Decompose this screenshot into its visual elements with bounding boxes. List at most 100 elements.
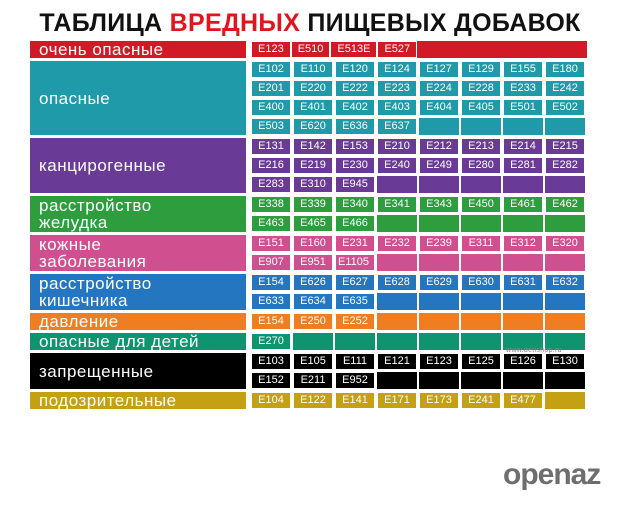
additive-code: E339 <box>293 196 333 213</box>
additive-code: E450 <box>461 196 501 213</box>
additive-code: E213 <box>461 138 501 155</box>
additive-code: E123 <box>419 353 459 370</box>
empty-cell <box>419 176 459 193</box>
category-label-line: заболевания <box>39 252 147 271</box>
category-row-very-dangerous: очень опасные E123 E510 E513E E527 <box>30 41 587 58</box>
title-part1: ТАБЛИЦА <box>39 9 170 37</box>
empty-cell <box>377 333 417 350</box>
additive-code: E952 <box>335 372 375 389</box>
category-label: опасные <box>30 61 246 135</box>
category-label: запрещенные <box>30 353 246 389</box>
additive-code: E461 <box>503 196 543 213</box>
category-label-line: кожные <box>39 235 102 254</box>
additive-code: E627 <box>335 274 375 291</box>
additive-code: E224 <box>419 80 459 97</box>
category-row-skin: кожные заболевания E151 E160 E231 E232 E239 E31… <box>30 235 587 271</box>
additive-code: E635 <box>335 293 375 310</box>
additive-code: E250 <box>293 313 333 330</box>
additive-code: E153 <box>335 138 375 155</box>
additive-code: E130 <box>545 353 585 370</box>
additive-code: E214 <box>503 138 543 155</box>
empty-cell <box>503 293 543 310</box>
category-label: очень опасные <box>30 41 246 58</box>
additive-code: E223 <box>377 80 417 97</box>
additive-code: E280 <box>461 157 501 174</box>
empty-cell <box>419 333 459 350</box>
additive-cells: E151 E160 E231 E232 E239 E311 E312 E320 E907 E951… <box>251 235 587 271</box>
empty-cell <box>545 333 585 350</box>
additive-code: E231 <box>335 235 375 252</box>
additive-code: E400 <box>251 99 291 116</box>
additive-code: E212 <box>419 138 459 155</box>
additive-code: E283 <box>251 176 291 193</box>
additive-code: E122 <box>293 392 333 409</box>
additive-code: E270 <box>251 333 291 350</box>
brand-logo: openaz <box>503 458 601 491</box>
empty-cell <box>503 372 543 389</box>
additive-code: E340 <box>335 196 375 213</box>
empty-cell <box>503 176 543 193</box>
additive-code: E180 <box>545 61 585 78</box>
additive-code: E233 <box>503 80 543 97</box>
empty-cell <box>545 313 585 330</box>
additive-code: E341 <box>377 196 417 213</box>
additive-cells: E131 E142 E153 E210 E212 E213 E214 E215 E216 E219… <box>251 138 587 193</box>
additive-code: E310 <box>293 176 333 193</box>
empty-cell <box>461 215 501 232</box>
additive-row: E152 E211 E952 <box>251 372 587 389</box>
additive-code: E222 <box>335 80 375 97</box>
additive-cells: E103 E105 E111 E121 E123 E125 E126 E130 E152 E211… <box>251 353 587 389</box>
additive-code: E210 <box>377 138 417 155</box>
additive-row: E104 E122 E141 E171 E173 E241 E477 <box>251 392 587 409</box>
additive-code: E111 <box>335 353 375 370</box>
additive-code: E252 <box>335 313 375 330</box>
empty-cell <box>503 215 543 232</box>
additive-code: E151 <box>251 235 291 252</box>
category-label-line: запрещенные <box>39 361 154 381</box>
additive-code: E513E <box>330 41 378 58</box>
additive-code: E127 <box>419 61 459 78</box>
additive-code: E211 <box>293 372 333 389</box>
additive-code: E141 <box>335 392 375 409</box>
empty-cell <box>377 372 417 389</box>
additive-code: E907 <box>251 254 291 271</box>
additive-code: E230 <box>335 157 375 174</box>
additive-code: E232 <box>377 235 417 252</box>
additive-cells: E104 E122 E141 E171 E173 E241 E477 <box>251 392 587 409</box>
additive-code: E312 <box>503 235 543 252</box>
additive-code: E216 <box>251 157 291 174</box>
additive-code: E102 <box>251 61 291 78</box>
additive-code: E160 <box>293 235 333 252</box>
additive-row: E131 E142 E153 E210 E212 E213 E214 E215 <box>251 138 587 155</box>
title-part2: ПИЩЕВЫХ ДОБАВОК <box>300 9 581 37</box>
category-label: расстройство желудка <box>30 196 246 232</box>
additive-code: E124 <box>377 61 417 78</box>
category-label-line: желудка <box>39 213 108 232</box>
additive-row: E503 E620 E636 E637 <box>251 118 587 135</box>
category-row-carcinogenic: канцирогенные E131 E142 E153 E210 E212 E213 E21… <box>30 138 587 193</box>
empty-cell <box>461 293 501 310</box>
category-row-dangerous: опасные E102 E110 E120 E124 E127 E129 E155 E180 E… <box>30 61 587 135</box>
category-label-line: очень опасные <box>39 40 164 59</box>
additive-code: E631 <box>503 274 543 291</box>
title-highlight: ВРЕДНЫХ <box>169 9 301 37</box>
additive-row: E102 E110 E120 E124 E127 E129 E155 E180 <box>251 61 587 78</box>
category-label-line: расстройство <box>39 196 152 215</box>
additive-code: E501 <box>503 99 543 116</box>
additive-code: E126 <box>503 353 543 370</box>
additive-row: E338 E339 E340 E341 E343 E450 E461 E462 <box>251 196 587 213</box>
category-label-line: давление <box>39 312 119 331</box>
additive-code: E228 <box>461 80 501 97</box>
category-row-children: опасные для детей E270 <box>30 333 587 350</box>
additive-code: E121 <box>377 353 417 370</box>
additive-code: E105 <box>293 353 333 370</box>
additive-code: E632 <box>545 274 585 291</box>
additive-code: E123 <box>251 41 291 58</box>
additive-code: E343 <box>419 196 459 213</box>
additive-code: E338 <box>251 196 291 213</box>
additive-code: E131 <box>251 138 291 155</box>
category-row-suspicious: подозрительные E104 E122 E141 E171 E173 E241 E4… <box>30 392 587 409</box>
empty-cell <box>461 313 501 330</box>
category-label: подозрительные <box>30 392 246 409</box>
additive-code: E120 <box>335 61 375 78</box>
